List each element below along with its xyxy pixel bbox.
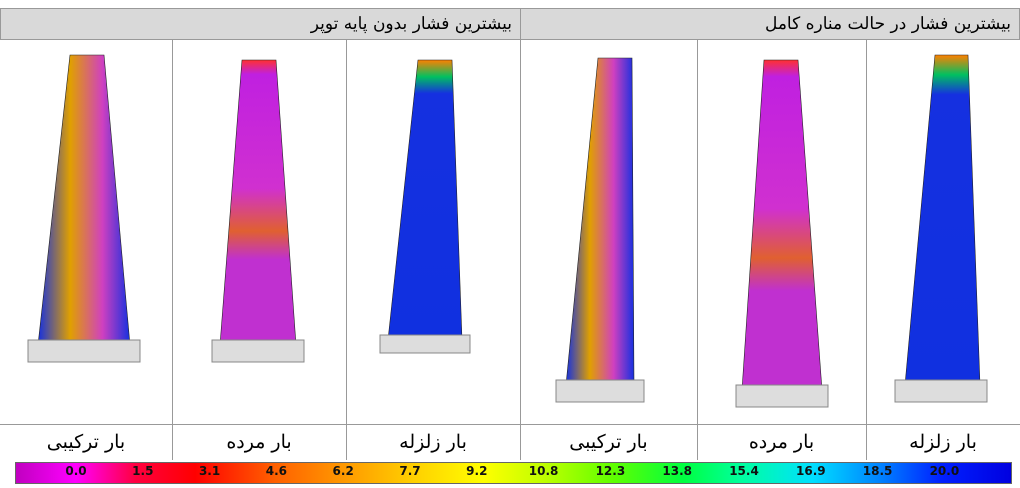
colorbar-label: 0.0: [65, 464, 87, 478]
minarets: [37, 54, 981, 391]
divider: [866, 40, 867, 460]
colorbar-label: 3.1: [198, 464, 221, 478]
group-header: بیشترین فشار در حالت مناره کامل: [520, 8, 1020, 40]
supports: [27, 334, 988, 408]
colorbar-label: 10.8: [528, 464, 559, 478]
colorbar-label: 18.5: [862, 464, 893, 478]
colorbar-label: 20.0: [929, 464, 960, 478]
colorbar-label: 12.3: [595, 464, 626, 478]
column-label: بار مرده: [697, 424, 866, 460]
column-label: بار زلزله: [346, 424, 520, 460]
column-label: بار ترکیبی: [0, 424, 172, 460]
divider: [172, 40, 173, 460]
colorbar-label: 13.8: [662, 464, 692, 478]
colorbar-label: 9.2: [466, 464, 488, 478]
divider: [520, 8, 521, 460]
column-label: بار زلزله: [866, 424, 1020, 460]
column-label: بار مرده: [172, 424, 346, 460]
divider: [697, 40, 698, 460]
colorbar-label: 16.9: [795, 464, 826, 478]
colorbar-label: 6.2: [332, 464, 354, 478]
column-label: بار ترکیبی: [520, 424, 697, 460]
colorbar-label: 4.6: [265, 464, 288, 478]
divider: [346, 40, 347, 460]
group-header: بیشترین فشار بدون پایه توپر: [0, 8, 521, 40]
colorbar-label: 1.5: [132, 464, 154, 478]
colorbar-label: 15.4: [729, 464, 759, 478]
colorbar-label: 7.7: [399, 464, 421, 478]
colorbar: [15, 462, 1012, 484]
